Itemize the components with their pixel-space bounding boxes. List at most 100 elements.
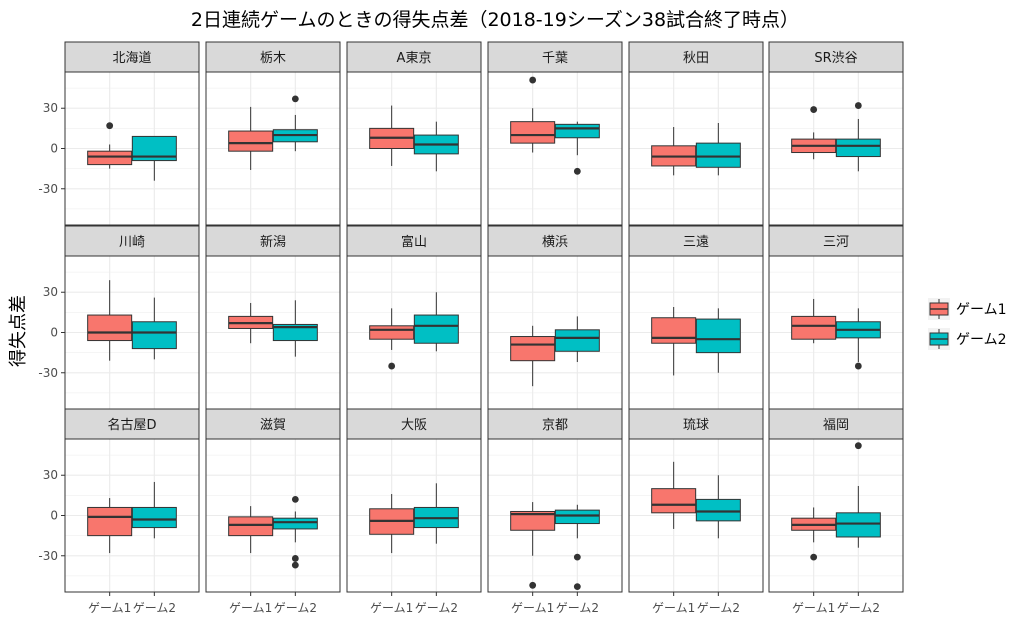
x-tick-label: ゲーム2 xyxy=(133,601,176,615)
chart-title: 2日連続ゲームのときの得失点差（2018-19シーズン38試合終了時点） xyxy=(191,9,799,31)
box-body xyxy=(413,314,459,344)
y-tick-label: 0 xyxy=(50,509,58,523)
box-body xyxy=(835,138,881,158)
legend-item: ゲーム2 xyxy=(928,328,1007,350)
x-tick-label: ゲーム1 xyxy=(511,601,554,615)
outlier-point xyxy=(854,362,862,370)
box xyxy=(413,292,459,352)
box-body xyxy=(87,314,133,342)
box-body xyxy=(651,488,697,514)
box-body xyxy=(510,336,556,362)
box xyxy=(791,106,837,160)
box xyxy=(87,122,133,169)
x-tick-label: ゲーム1 xyxy=(792,601,835,615)
box xyxy=(272,95,318,152)
facet-panel: 秋田 xyxy=(628,41,764,226)
y-tick-label: 0 xyxy=(50,326,58,340)
facet-label: 横浜 xyxy=(542,235,568,250)
outlier-point xyxy=(573,167,581,175)
y-axis-label: 得失点差 xyxy=(8,295,29,367)
facet-strip xyxy=(768,41,904,73)
box-body xyxy=(87,506,133,537)
legend-label: ゲーム1 xyxy=(956,302,1007,318)
facet-label: 秋田 xyxy=(683,51,709,66)
facet-panel: 名古屋D -30 0 30 ゲーム1 ゲーム2 xyxy=(38,408,200,615)
facet-label: 新潟 xyxy=(260,234,286,250)
facet-strip xyxy=(628,408,764,440)
box-body xyxy=(554,329,600,352)
y-tick-label: 0 xyxy=(50,142,58,156)
box xyxy=(272,300,318,357)
box-body xyxy=(791,315,837,340)
box xyxy=(228,302,274,344)
y-tick-label: 30 xyxy=(43,101,58,115)
box xyxy=(369,105,415,166)
facet-strip xyxy=(64,41,200,73)
legend: ゲーム1 ゲーム2 xyxy=(928,298,1007,350)
panel-border xyxy=(487,71,623,226)
box-body xyxy=(510,121,556,144)
box xyxy=(695,308,741,373)
box xyxy=(131,297,177,360)
box-body xyxy=(131,506,177,529)
facet-label: 川崎 xyxy=(119,235,145,250)
panel-border xyxy=(346,71,482,226)
outlier-point xyxy=(573,553,581,561)
outlier-point xyxy=(810,553,818,561)
box-body xyxy=(695,142,741,168)
x-tick-label: ゲーム1 xyxy=(370,601,413,615)
box-body xyxy=(272,517,318,530)
y-tick-label: -30 xyxy=(38,366,58,380)
box xyxy=(87,498,133,554)
box xyxy=(510,76,556,153)
facet-label: 富山 xyxy=(401,234,427,250)
box xyxy=(835,102,881,172)
box xyxy=(413,483,459,544)
legend-label: ゲーム2 xyxy=(956,332,1007,348)
facet-label: 名古屋D xyxy=(107,417,156,433)
y-tick-label: 30 xyxy=(43,468,58,482)
facet-strip xyxy=(628,41,764,73)
facet-label: 千葉 xyxy=(542,51,568,66)
facet-strip xyxy=(346,225,482,257)
facet-panel: 千葉 xyxy=(487,41,623,226)
box xyxy=(835,442,881,548)
facet-label: 大阪 xyxy=(401,418,427,433)
facet-panel: 三遠 xyxy=(628,225,764,410)
outlier-point xyxy=(388,362,396,370)
outlier-point xyxy=(529,76,537,84)
facet-label: 琉球 xyxy=(683,418,709,433)
box-body xyxy=(510,510,556,531)
outlier-point xyxy=(291,95,299,103)
x-tick-label: ゲーム2 xyxy=(415,601,458,615)
box xyxy=(228,106,274,170)
facet-strip xyxy=(487,225,623,257)
facet-strip xyxy=(768,225,904,257)
x-tick-label: ゲーム1 xyxy=(88,601,131,615)
outlier-point xyxy=(291,561,299,569)
box xyxy=(554,316,600,363)
box-body xyxy=(87,150,133,166)
outlier-point xyxy=(854,102,862,109)
facet-label: 栃木 xyxy=(260,51,286,66)
x-tick-label: ゲーム2 xyxy=(697,601,740,615)
box xyxy=(87,280,133,361)
legend-item: ゲーム1 xyxy=(928,298,1007,320)
box-body xyxy=(228,130,274,152)
facet-strip xyxy=(205,225,341,257)
box-body xyxy=(835,512,881,538)
box xyxy=(651,127,697,176)
outlier-point xyxy=(291,555,299,562)
outlier-point xyxy=(529,581,537,589)
x-tick-label: ゲーム2 xyxy=(837,601,880,615)
panel-border xyxy=(205,438,341,593)
box-body xyxy=(651,317,697,344)
box xyxy=(554,504,600,591)
facet-label: 福岡 xyxy=(823,418,849,433)
box xyxy=(369,494,415,554)
facet-label: 京都 xyxy=(542,418,568,433)
